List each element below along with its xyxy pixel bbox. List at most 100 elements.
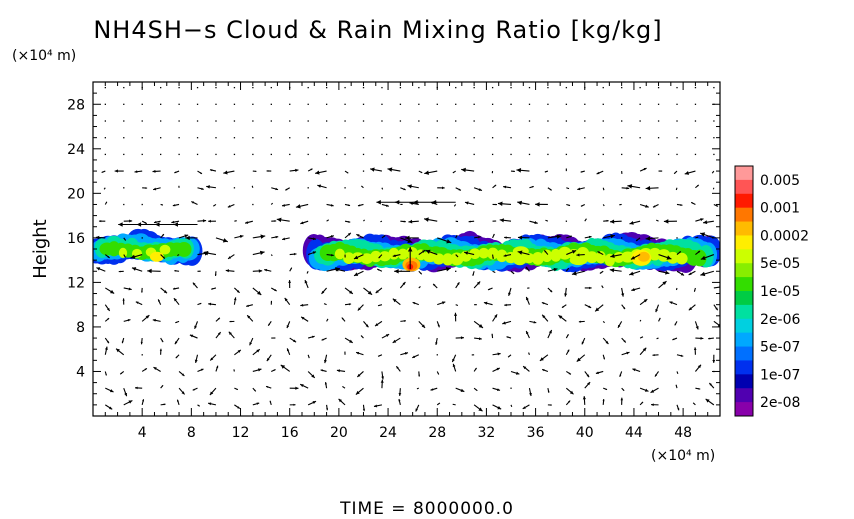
wind-vector xyxy=(307,137,309,139)
wind-vector xyxy=(452,403,456,406)
wind-vector xyxy=(363,287,373,296)
wind-vector xyxy=(271,337,276,339)
wind-vector xyxy=(543,250,549,255)
wind-vector xyxy=(252,153,254,156)
wind-vector xyxy=(131,267,143,272)
cloud-cell xyxy=(370,250,382,263)
wind-vector xyxy=(631,287,641,292)
wind-vector xyxy=(307,120,309,122)
wind-vector xyxy=(564,287,568,297)
wind-vector xyxy=(491,153,494,156)
wind-vector xyxy=(344,203,351,207)
wind-vector xyxy=(602,103,604,105)
wind-vector xyxy=(503,254,512,257)
wind-vector xyxy=(227,254,235,260)
wind-vector xyxy=(399,153,402,156)
wind-vector xyxy=(492,254,494,259)
wind-vector xyxy=(415,404,420,412)
wind-vector xyxy=(400,220,406,223)
wind-vector xyxy=(602,354,606,360)
wind-vector xyxy=(307,153,309,156)
wind-vector xyxy=(362,103,365,105)
wind-vector xyxy=(307,187,309,189)
wind-vector xyxy=(229,320,235,323)
wind-vector xyxy=(142,187,148,189)
wind-vector xyxy=(692,402,696,406)
wind-vector xyxy=(455,153,457,156)
wind-vector xyxy=(307,103,309,105)
wind-vector xyxy=(326,404,329,411)
wind-vector xyxy=(657,137,660,139)
wind-vector xyxy=(160,137,162,139)
cloud-cell xyxy=(531,252,544,265)
wind-vector xyxy=(362,137,365,139)
wind-vector xyxy=(392,254,401,258)
wind-vector xyxy=(418,137,420,139)
wind-vector xyxy=(603,387,608,391)
wind-vector xyxy=(492,387,501,391)
wind-vector xyxy=(473,404,483,412)
wind-vector xyxy=(455,187,462,191)
wind-vector xyxy=(412,301,419,306)
wind-vector xyxy=(400,203,403,206)
wind-vector xyxy=(658,280,667,289)
wind-vector xyxy=(473,387,478,392)
wind-vector xyxy=(639,401,644,406)
wind-vector xyxy=(123,287,132,291)
wind-vector xyxy=(473,153,475,156)
wind-vector xyxy=(506,336,512,339)
wind-vector xyxy=(510,270,515,275)
wind-vector xyxy=(123,237,127,241)
wind-vector xyxy=(252,137,254,139)
wind-vector xyxy=(141,314,150,322)
wind-vector xyxy=(175,320,180,324)
wind-vector xyxy=(196,120,199,122)
wind-vector xyxy=(174,337,180,345)
wind-vector xyxy=(695,236,699,239)
wind-vector xyxy=(304,279,309,289)
cloud-cell xyxy=(676,252,688,265)
wind-vector xyxy=(160,153,162,156)
cloud-cell xyxy=(118,247,128,259)
wind-vector xyxy=(474,337,482,341)
wind-vector xyxy=(610,253,622,258)
wind-vector xyxy=(344,137,346,139)
wind-vector xyxy=(281,203,290,207)
wind-vector xyxy=(565,86,568,89)
wind-vector xyxy=(160,86,162,89)
wind-vector xyxy=(566,203,571,207)
wind-vector xyxy=(308,237,317,241)
wind-vector xyxy=(141,153,143,156)
colorbar-swatch xyxy=(735,291,753,306)
wind-vector xyxy=(234,404,241,409)
wind-vector xyxy=(197,219,207,223)
wind-vector xyxy=(178,387,186,395)
wind-vector xyxy=(602,153,604,156)
wind-vector xyxy=(197,187,204,190)
wind-vector xyxy=(175,354,180,359)
wind-vector xyxy=(249,337,254,346)
wind-vector xyxy=(639,203,649,208)
wind-vector xyxy=(539,354,549,362)
wind-vector xyxy=(602,120,604,122)
wind-vector xyxy=(491,137,494,139)
wind-vector xyxy=(381,137,383,139)
wind-vector xyxy=(284,297,291,305)
wind-vector xyxy=(713,153,715,156)
wind-vector xyxy=(528,103,531,105)
wind-vector xyxy=(381,153,383,156)
x-tick-label: 20 xyxy=(330,425,348,441)
wind-vector xyxy=(185,235,198,241)
cloud-cell xyxy=(558,246,572,260)
wind-vector xyxy=(565,153,568,156)
wind-vector xyxy=(153,220,161,224)
wind-vector xyxy=(362,153,365,156)
wind-vector xyxy=(233,369,235,372)
colorbar-label: 2e-08 xyxy=(760,395,800,411)
wind-vector xyxy=(321,337,327,341)
wind-vector xyxy=(603,219,609,222)
wind-vector xyxy=(344,303,352,306)
wind-vector xyxy=(135,301,143,306)
wind-vector xyxy=(398,388,402,396)
wind-vector xyxy=(621,171,623,174)
